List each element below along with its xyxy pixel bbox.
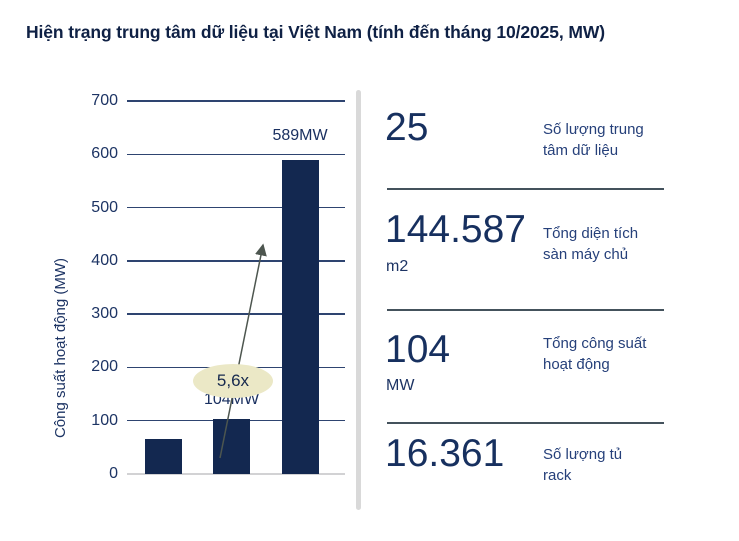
stats-divider-2 xyxy=(387,309,664,311)
gridline-0 xyxy=(127,473,345,475)
y-tick-200: 200 xyxy=(91,358,118,376)
stat-value-datacenter-count: 25 xyxy=(385,106,429,149)
y-tick-700: 700 xyxy=(91,92,118,109)
stat-label-total-capacity: Tổng công suất hoạt động xyxy=(543,335,647,373)
stat-unit-floor-area: m2 xyxy=(386,258,409,275)
gridline-400 xyxy=(127,260,345,262)
gridline-500 xyxy=(127,206,345,209)
y-tick-500: 500 xyxy=(91,198,118,216)
y-tick-600: 600 xyxy=(91,145,118,163)
capacity-bar-chart: Công suất hoạt động (MW) 0 100 200 300 400 50… xyxy=(0,80,360,541)
gridline-300 xyxy=(127,313,345,315)
stats-divider-3 xyxy=(387,422,664,424)
bar-value-label-2: 589MW xyxy=(272,127,328,145)
y-tick-0: 0 xyxy=(109,465,118,482)
stat-label-floor-area: Tổng diện tích sàn máy chủ xyxy=(543,225,639,263)
bar-2020 xyxy=(145,439,182,474)
page-title: Hiện trạng trung tâm dữ liệu tại Việt Na… xyxy=(26,22,606,42)
y-tick-400: 400 xyxy=(91,251,118,269)
stat-value-total-capacity: 104 xyxy=(385,328,451,371)
stat-unit-total-capacity: MW xyxy=(386,377,415,394)
bar-Từ-năm-2030 xyxy=(281,160,319,474)
growth-arrow xyxy=(219,243,267,459)
stat-label-rack-count: Số lượng tủ rack xyxy=(543,446,623,484)
stat-value-rack-count: 16.361 xyxy=(385,432,505,475)
vertical-divider xyxy=(356,90,361,510)
stats-divider-1 xyxy=(387,188,664,190)
stat-value-floor-area: 144.587 xyxy=(385,208,526,251)
gridline-600 xyxy=(127,153,345,156)
gridline-700 xyxy=(127,100,345,102)
y-tick-300: 300 xyxy=(91,305,118,323)
growth-multiplier-badge: 5,6x xyxy=(193,364,273,398)
y-tick-100: 100 xyxy=(91,411,118,429)
stat-label-datacenter-count: Số lượng trung tâm dữ liệu xyxy=(543,121,644,159)
growth-multiplier-text: 5,6x xyxy=(216,371,250,390)
bar-2025 xyxy=(213,418,250,474)
